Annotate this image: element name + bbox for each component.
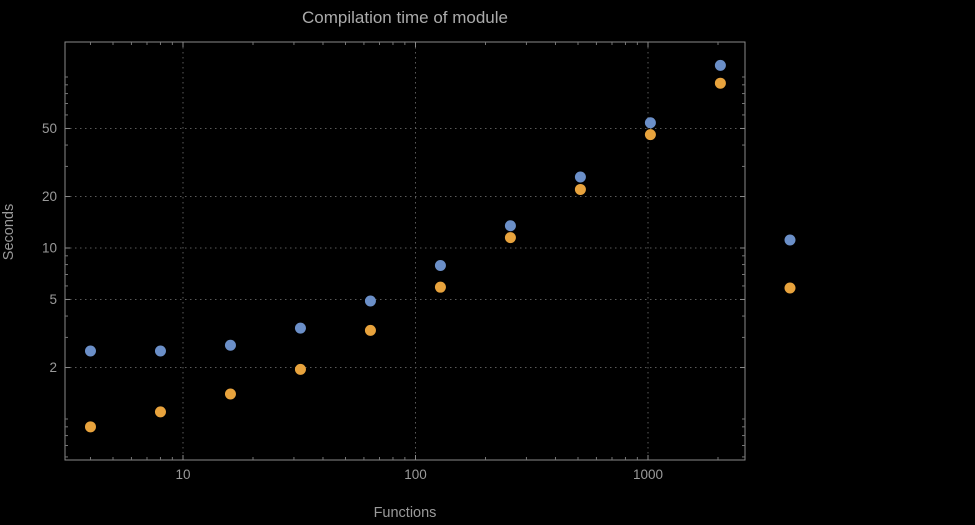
data-point-series-1 [434,260,446,272]
x-axis-label: Functions [374,505,437,521]
data-point-series-1 [714,59,726,71]
data-point-series-2 [224,388,236,400]
data-point-series-1 [504,220,516,232]
y-tick-label: 50 [42,121,57,136]
data-point-series-2 [574,183,586,195]
legend-marker-1 [784,234,796,246]
legend-layer [784,234,796,294]
y-tick-label: 10 [42,241,57,256]
y-axis-label: Seconds [1,204,17,260]
tick-layer: 10 100 1000 2 5 10 20 50 [42,42,745,482]
y-tick-label: 5 [49,292,57,307]
x-tick-label: 100 [404,467,427,482]
data-point-series-2 [154,406,166,418]
data-point-series-1 [154,345,166,357]
plot-frame [64,41,746,461]
data-point-series-2 [504,232,516,244]
data-point-series-2 [364,324,376,336]
y-tick-label: 2 [49,360,57,375]
data-point-series-1 [294,322,306,334]
data-point-series-2 [714,77,726,89]
x-tick-label: 10 [175,467,190,482]
data-point-series-1 [644,117,656,129]
data-point-series-2 [294,363,306,375]
data-point-series-1 [224,339,236,351]
data-point-series-2 [434,281,446,293]
data-point-series-1 [84,345,96,357]
x-tick-label: 1000 [633,467,663,482]
data-point-series-1 [364,295,376,307]
y-tick-label: 20 [42,189,57,204]
chart-title: Compilation time of module [302,8,508,27]
points-layer [84,59,726,433]
legend-marker-2 [784,282,796,294]
data-point-series-1 [574,171,586,183]
data-point-series-2 [84,421,96,433]
data-point-series-2 [644,129,656,141]
grid-layer [65,42,745,460]
